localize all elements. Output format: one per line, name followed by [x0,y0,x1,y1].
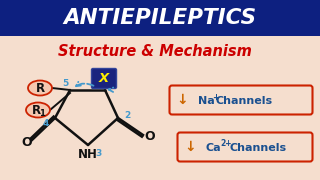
Text: 5: 5 [62,80,68,89]
Text: NH: NH [78,147,98,161]
Text: Ca: Ca [206,143,222,153]
FancyBboxPatch shape [92,69,116,89]
FancyBboxPatch shape [178,132,313,161]
Text: X: X [99,72,109,85]
Text: 2: 2 [124,111,130,120]
Text: +: + [212,93,219,102]
FancyBboxPatch shape [170,86,313,114]
Text: R: R [36,82,44,94]
FancyBboxPatch shape [0,0,320,36]
Text: 1: 1 [109,80,115,89]
Text: ANTIEPILEPTICS: ANTIEPILEPTICS [63,8,257,28]
Text: Channels: Channels [216,96,273,106]
Text: ↓: ↓ [184,140,196,154]
Text: 3: 3 [95,148,101,158]
Ellipse shape [26,102,50,118]
Text: ↓: ↓ [176,93,188,107]
Text: R: R [31,103,41,116]
Text: Channels: Channels [230,143,287,153]
Text: O: O [145,130,155,143]
Text: 4: 4 [43,120,49,129]
Text: Na: Na [198,96,215,106]
Ellipse shape [28,80,52,96]
Text: O: O [22,136,32,148]
Text: Structure & Mechanism: Structure & Mechanism [58,44,252,60]
Text: 2+: 2+ [220,140,231,148]
Text: 1: 1 [39,109,45,118]
